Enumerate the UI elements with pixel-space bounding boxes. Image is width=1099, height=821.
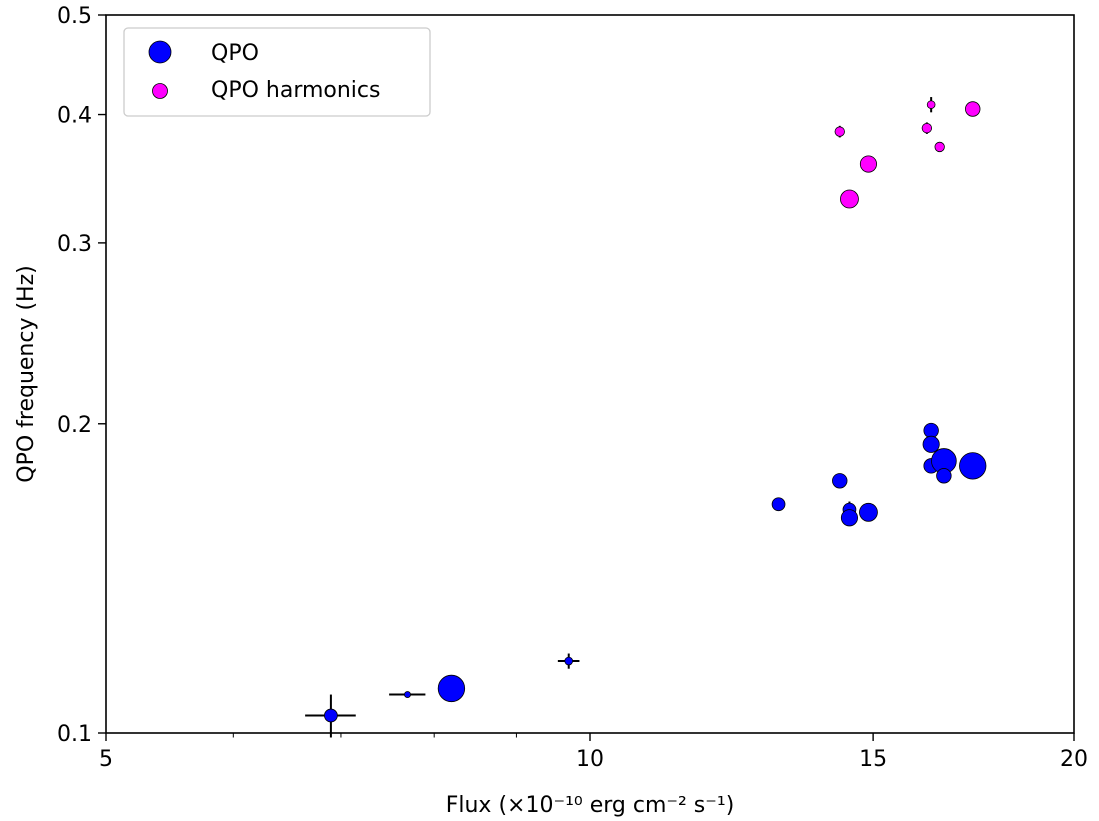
data-point	[926, 100, 936, 109]
data-point	[936, 468, 952, 484]
axis-ticks: 5 10 15 20 0.1 0.2 0.3 0.4 0.5	[57, 4, 1088, 772]
legend-marker-qpo	[148, 40, 172, 64]
y-tick-label: 0.1	[57, 722, 92, 747]
data-point	[922, 435, 940, 453]
data-point	[859, 502, 878, 522]
data-point	[921, 122, 933, 134]
y-tick-label: 0.2	[57, 413, 92, 438]
data-point	[404, 691, 411, 699]
data-point	[437, 674, 466, 703]
legend-label-qpo-harmonics: QPO harmonics	[211, 78, 380, 103]
y-tick-label: 0.5	[57, 4, 92, 29]
x-tick-label: 15	[859, 747, 887, 772]
data-point	[959, 452, 987, 480]
data-point	[832, 473, 848, 489]
x-axis-label: Flux (×10⁻¹⁰ erg cm⁻² s⁻¹)	[446, 793, 735, 818]
data-point	[840, 509, 858, 527]
x-tick-label: 20	[1060, 747, 1088, 772]
legend-marker-qpo-harmonics	[152, 83, 168, 99]
data-point	[564, 656, 574, 666]
data-point	[934, 141, 945, 153]
data-point	[324, 708, 338, 723]
x-tick-label: 5	[99, 747, 113, 772]
legend-label-qpo: QPO	[211, 41, 259, 66]
legend: QPO QPO harmonics	[123, 27, 431, 117]
data-point	[859, 155, 878, 173]
y-axis-label: QPO frequency (Hz)	[14, 265, 39, 483]
plot-layer	[305, 97, 987, 738]
data-point	[965, 101, 981, 117]
series-qpo	[305, 422, 987, 738]
data-point	[923, 422, 939, 439]
y-tick-label: 0.3	[57, 232, 92, 257]
series-qpo-harmonics	[834, 97, 981, 209]
data-point	[834, 126, 845, 137]
x-tick-label: 10	[576, 747, 604, 772]
y-tick-label: 0.4	[57, 104, 92, 129]
data-point	[771, 497, 786, 512]
data-point	[840, 189, 859, 209]
legend-box	[123, 27, 431, 117]
